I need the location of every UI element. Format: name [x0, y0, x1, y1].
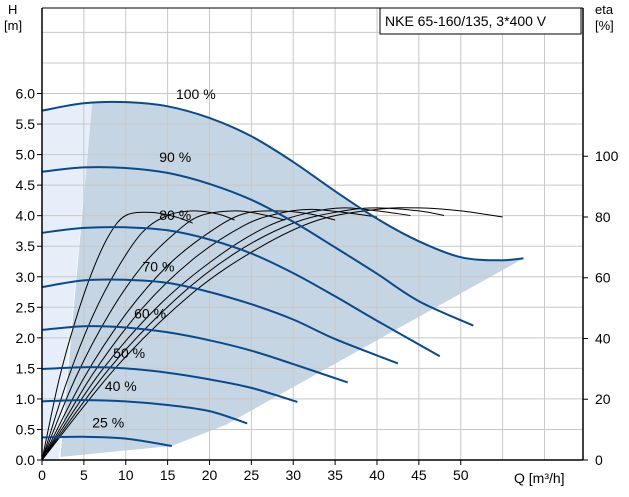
head-curve	[41, 325, 349, 384]
head-curve	[41, 278, 399, 365]
efficiency-curve	[41, 207, 445, 461]
y-tick-label-left: 3.5	[16, 238, 36, 254]
y-axis-unit-right: [%]	[595, 18, 614, 33]
speed-label: 25 %	[92, 414, 124, 430]
head-curve	[41, 399, 248, 425]
head-curve	[41, 100, 524, 262]
y-axis-title-right: eta	[595, 2, 614, 17]
speed-label: 70 %	[142, 258, 174, 274]
y-tick-label-right: 100	[595, 148, 619, 164]
y-tick-label-left: 3.0	[16, 269, 36, 285]
speed-label: 40 %	[105, 378, 137, 394]
y-tick-label-left: 4.5	[16, 177, 36, 193]
tick-labels: 0 5 10 15 20 25 30 35 40 45 50 0.0 0.5 1.0 1.5 2.0 2.5 3.…	[16, 86, 619, 483]
speed-label: 100 %	[176, 86, 216, 102]
chart-title: NKE 65-160/135, 3*400 V	[385, 13, 547, 29]
head-curve	[41, 166, 474, 327]
x-tick-label: 20	[202, 467, 218, 483]
speed-label: 80 %	[159, 207, 191, 223]
low-flow-region	[42, 102, 93, 461]
y-tick-label-left: 5.0	[16, 147, 36, 163]
head-curves	[41, 100, 524, 447]
grid-lines	[41, 8, 583, 461]
speed-label: 90 %	[159, 149, 191, 165]
efficiency-curve	[41, 207, 503, 461]
y-tick-label-left: 5.5	[16, 116, 36, 132]
y-tick-label-left: 2.5	[16, 299, 36, 315]
y-tick-label-right: 0	[595, 452, 603, 468]
x-tick-label: 30	[285, 467, 301, 483]
y-tick-label-right: 60	[595, 270, 611, 286]
y-tick-label-left: 1.0	[16, 391, 36, 407]
y-tick-label-left: 1.5	[16, 360, 36, 376]
efficiency-curve	[41, 208, 378, 461]
x-tick-label: 5	[80, 467, 88, 483]
y-tick-label-left: 0.5	[16, 421, 36, 437]
efficiency-curve	[41, 210, 336, 461]
head-curve	[41, 366, 298, 403]
x-tick-label: 40	[369, 467, 385, 483]
x-tick-label: 35	[327, 467, 343, 483]
chart-title-box	[379, 7, 582, 35]
x-tick-label: 50	[453, 467, 469, 483]
y-axis-title-left: H	[8, 2, 17, 17]
x-tick-label: 15	[160, 467, 176, 483]
x-tick-label: 25	[244, 467, 260, 483]
head-curve	[41, 226, 441, 358]
speed-label: 60 %	[134, 306, 166, 322]
axes	[41, 7, 584, 461]
speed-label: 50 %	[113, 345, 145, 361]
x-tick-label: 10	[118, 467, 134, 483]
y-tick-label-right: 20	[595, 391, 611, 407]
x-tick-label: 45	[411, 467, 427, 483]
y-tick-label-right: 40	[595, 330, 611, 346]
y-tick-label-left: 4.0	[16, 208, 36, 224]
y-tick-label-right: 80	[595, 209, 611, 225]
x-tick-label: 0	[38, 467, 46, 483]
efficiency-curve	[41, 210, 235, 461]
curve-labels: 100 % 90 % 80 % 70 % 60 % 50 % 40 % 25 %	[92, 86, 215, 430]
x-axis-title: Q [m³/h]	[514, 470, 565, 486]
y-tick-label-left: 6.0	[16, 86, 36, 102]
y-tick-label-left: 2.0	[16, 330, 36, 346]
head-curve	[41, 435, 172, 447]
y-axis-unit-left: [m]	[4, 18, 22, 33]
y-tick-label-left: 0.0	[16, 452, 36, 468]
